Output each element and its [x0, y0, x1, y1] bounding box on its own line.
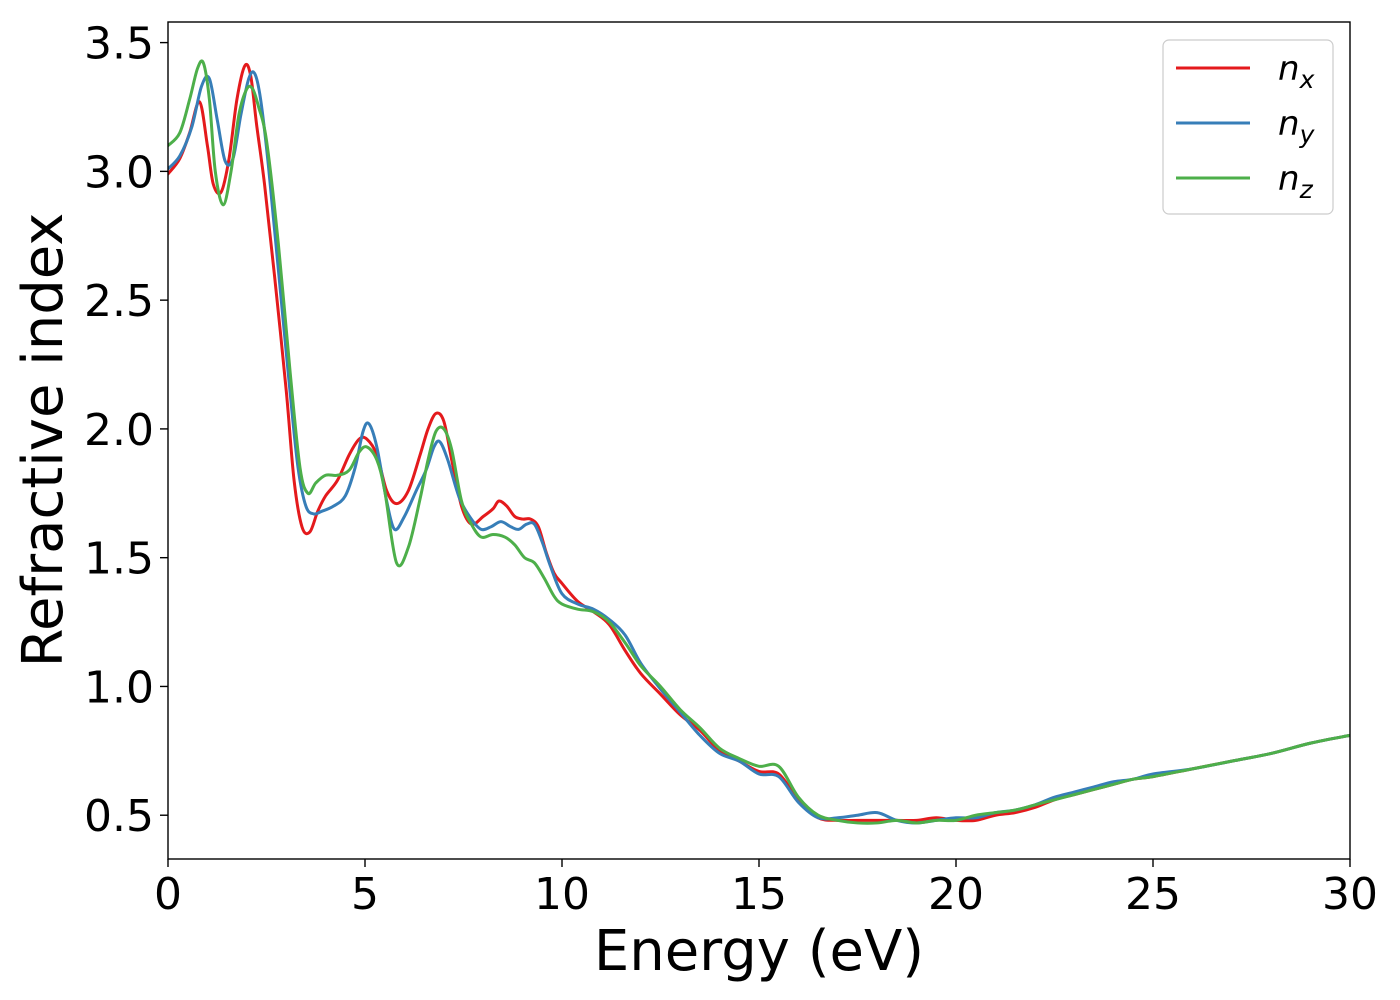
y-tick-label: 2.0 — [84, 405, 154, 456]
x-tick-label: 20 — [928, 869, 984, 920]
y-tick-label: 3.0 — [84, 147, 154, 198]
y-axis-label: Refractive index — [11, 213, 76, 668]
series-line-z — [168, 59, 1350, 825]
x-tick-label: 15 — [731, 869, 787, 920]
x-tick-label: 0 — [154, 869, 182, 920]
series-line-x — [168, 62, 1350, 823]
series-layer — [168, 59, 1350, 825]
legend-box — [1162, 39, 1334, 215]
x-tick-label: 5 — [351, 869, 379, 920]
legend-label-z: nz — [1278, 159, 1314, 204]
y-tick-label: 2.5 — [84, 276, 154, 327]
y-axis-ticks: 0.5 1.0 1.5 2.0 2.5 3.0 3.5 — [84, 19, 168, 842]
x-axis-ticks: 0 5 10 15 20 25 30 — [154, 859, 1378, 920]
y-tick-label: 1.0 — [84, 662, 154, 713]
y-tick-label: 0.5 — [84, 791, 154, 842]
x-tick-label: 30 — [1322, 869, 1378, 920]
x-axis-label: Energy (eV) — [594, 919, 924, 984]
x-tick-label: 25 — [1125, 869, 1181, 920]
y-tick-label: 1.5 — [84, 534, 154, 585]
y-tick-label: 3.5 — [84, 19, 154, 70]
x-tick-label: 10 — [534, 869, 590, 920]
series-line-y — [168, 70, 1350, 825]
